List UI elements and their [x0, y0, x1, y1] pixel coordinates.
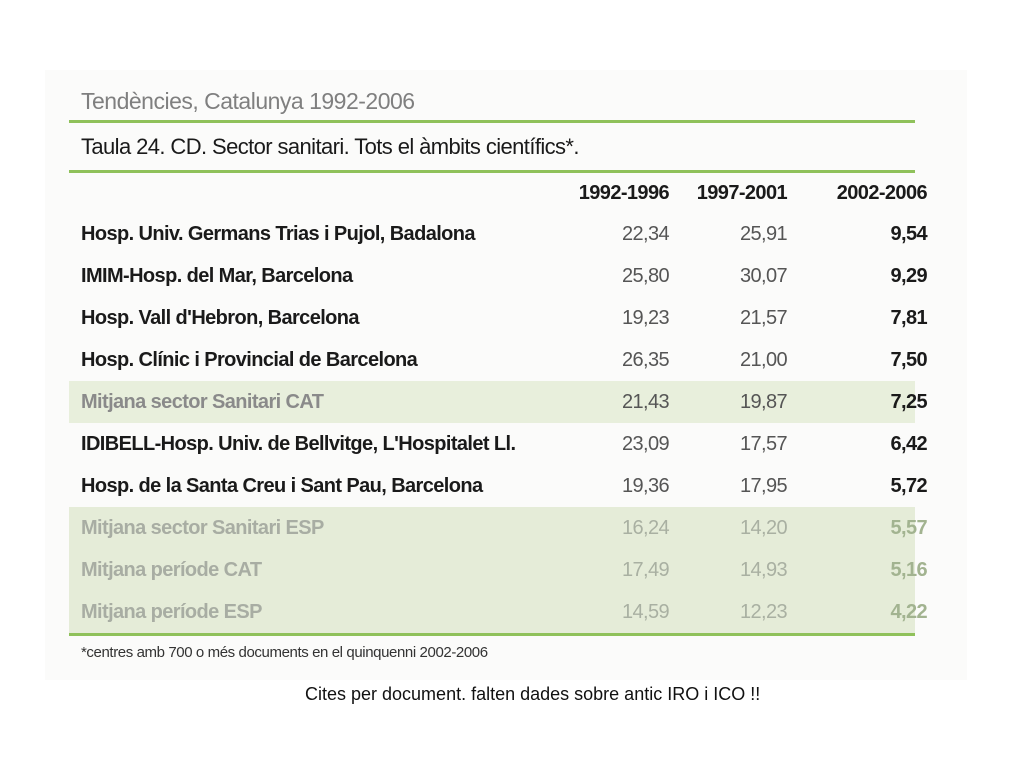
cell-value: 16,24	[621, 516, 670, 539]
row-label: IDIBELL-Hosp. Univ. de Bellvitge, L'Hosp…	[81, 432, 516, 455]
cell-value: 4,22	[890, 600, 927, 623]
super-title: Tendències, Catalunya 1992-2006	[81, 88, 415, 114]
cell-value: 14,20	[739, 516, 788, 539]
row-label: Mitjana sector Sanitari ESP	[81, 516, 324, 539]
slide-caption: Cites per document. falten dades sobre a…	[305, 684, 761, 704]
cell-value: 9,29	[890, 264, 927, 287]
cell-value: 17,49	[621, 558, 670, 581]
cell-value: 12,23	[739, 600, 788, 623]
footnote: *centres amb 700 o més documents en el q…	[81, 644, 488, 661]
table-row: Hosp. de la Santa Creu i Sant Pau, Barce…	[69, 465, 928, 507]
column-header: 2002-2006	[836, 181, 928, 204]
cell-value: 14,93	[739, 558, 788, 581]
column-header: 1992-1996	[578, 181, 670, 204]
row-label: Mitjana període ESP	[81, 600, 262, 623]
row-label: Hosp. de la Santa Creu i Sant Pau, Barce…	[81, 474, 483, 497]
cell-value: 22,34	[621, 222, 670, 245]
table-title: Taula 24. CD. Sector sanitari. Tots el à…	[81, 134, 580, 159]
table-row: IMIM-Hosp. del Mar, Barcelona 25,80 30,0…	[69, 255, 928, 297]
cell-value: 7,25	[890, 390, 927, 413]
cell-value: 21,00	[739, 348, 788, 371]
cell-value: 6,42	[890, 432, 927, 455]
cell-value: 30,07	[739, 264, 788, 287]
cell-value: 23,09	[621, 432, 670, 455]
column-header: 1997-2001	[696, 181, 788, 204]
cell-value: 17,95	[739, 474, 788, 497]
cell-value: 21,43	[621, 390, 670, 413]
title-rule	[69, 170, 915, 173]
cell-value: 7,81	[890, 306, 927, 329]
cell-value: 9,54	[890, 222, 927, 245]
table-row: IDIBELL-Hosp. Univ. de Bellvitge, L'Hosp…	[69, 423, 928, 465]
header-row: 1992-1996 1997-2001 2002-2006	[69, 173, 928, 213]
table-row: Hosp. Vall d'Hebron, Barcelona 19,23 21,…	[69, 297, 928, 339]
cell-value: 5,16	[890, 558, 927, 581]
row-label: Mitjana sector Sanitari CAT	[81, 390, 324, 413]
row-label: Hosp. Univ. Germans Trias i Pujol, Badal…	[81, 222, 476, 245]
average-row: Mitjana període ESP 14,59 12,23 4,22	[69, 591, 928, 633]
row-label: Hosp. Vall d'Hebron, Barcelona	[81, 306, 360, 329]
cell-value: 26,35	[621, 348, 670, 371]
cell-value: 19,87	[739, 390, 788, 413]
cell-value: 25,91	[739, 222, 788, 245]
cell-value: 14,59	[621, 600, 670, 623]
cell-value: 17,57	[739, 432, 788, 455]
row-label: Mitjana període CAT	[81, 558, 262, 581]
cell-value: 5,72	[890, 474, 927, 497]
cell-value: 21,57	[739, 306, 788, 329]
average-row: Mitjana període CAT 17,49 14,93 5,16	[69, 549, 928, 591]
data-table: Tendències, Catalunya 1992-2006 Taula 24…	[69, 82, 928, 661]
top-rule	[69, 120, 915, 123]
average-row: Mitjana sector Sanitari ESP 16,24 14,20 …	[69, 507, 928, 549]
row-label: Hosp. Clínic i Provincial de Barcelona	[81, 348, 418, 371]
cell-value: 19,23	[621, 306, 670, 329]
cell-value: 7,50	[890, 348, 927, 371]
cell-value: 5,57	[890, 516, 927, 539]
average-row: Mitjana sector Sanitari CAT 21,43 19,87 …	[69, 381, 928, 423]
cell-value: 19,36	[621, 474, 670, 497]
table-row: Hosp. Univ. Germans Trias i Pujol, Badal…	[69, 213, 928, 255]
row-label: IMIM-Hosp. del Mar, Barcelona	[81, 264, 353, 287]
bottom-rule	[69, 633, 915, 636]
table-row: Hosp. Clínic i Provincial de Barcelona 2…	[69, 339, 928, 381]
cell-value: 25,80	[621, 264, 670, 287]
